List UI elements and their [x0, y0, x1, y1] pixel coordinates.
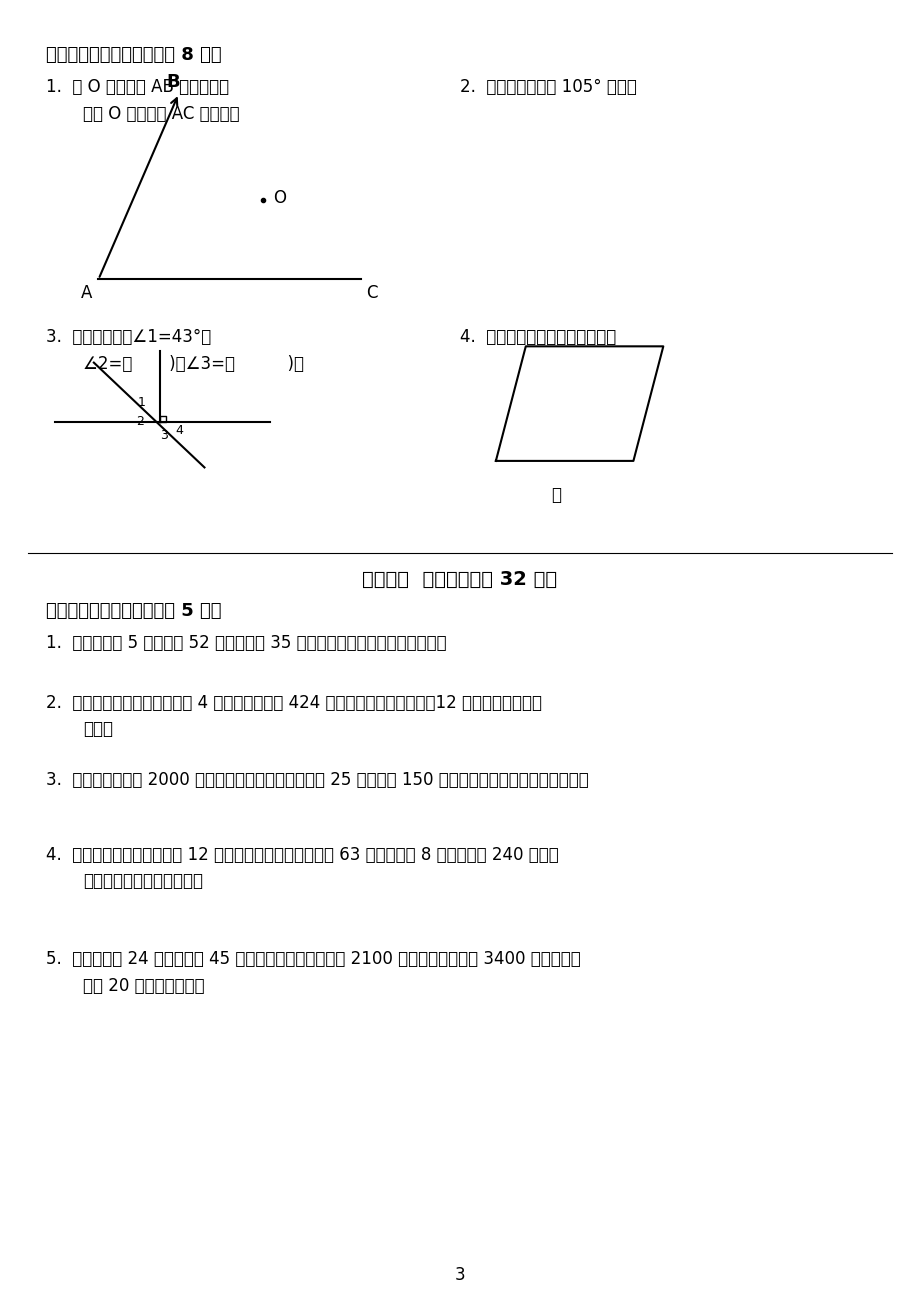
Text: 4.  陈老师去体育用品店买了 12 个篮球，每个篮球的价钱是 63 元，又买了 8 个排球用去 240 元，。: 4. 陈老师去体育用品店买了 12 个篮球，每个篮球的价钱是 63 元，又买了 …: [46, 846, 558, 865]
Text: 2.  用量角器画一个 105° 的角。: 2. 用量角器画一个 105° 的角。: [460, 78, 636, 96]
Text: B: B: [166, 73, 180, 91]
Text: 3: 3: [454, 1266, 465, 1284]
Text: 1: 1: [138, 396, 145, 409]
Text: 3.  右图中，已知∠1=43°，: 3. 右图中，已知∠1=43°，: [46, 328, 211, 346]
Text: O: O: [273, 189, 286, 207]
Text: 3: 3: [160, 428, 168, 441]
Text: 2.  某校开展节约用电活动，前 4 个月共节约用电 424 度。照这样计算，一年（12 月）能节约用电多: 2. 某校开展节约用电活动，前 4 个月共节约用电 424 度。照这样计算，一年…: [46, 694, 541, 712]
Text: 第三部分  解决问题（共 32 分）: 第三部分 解决问题（共 32 分）: [362, 570, 557, 590]
Text: 陈老师一共用了多少元钱？: 陈老师一共用了多少元钱？: [83, 872, 202, 891]
Text: 4: 4: [175, 424, 183, 437]
Text: C: C: [366, 284, 377, 302]
Text: 少度？: 少度？: [83, 720, 113, 738]
Text: A: A: [81, 284, 92, 302]
Text: 七、解决下面问题。（每题 5 分）: 七、解决下面问题。（每题 5 分）: [46, 602, 221, 620]
Text: 5.  学校要订购 24 台电视机和 45 台电脑，每台电视机需要 2100 元，每台电脑需要 3400 元。学校准: 5. 学校要订购 24 台电视机和 45 台电脑，每台电视机需要 2100 元，…: [46, 950, 580, 969]
Text: 备了 20 万元，够不够？: 备了 20 万元，够不够？: [83, 976, 204, 995]
Text: 六、画一画，填一填。（共 8 分）: 六、画一画，填一填。（共 8 分）: [46, 46, 221, 64]
Text: ∠2=（       )，∠3=（          )。: ∠2=（ )，∠3=（ )。: [83, 355, 303, 374]
Text: 底: 底: [551, 486, 561, 504]
Text: 4.  画出平行四边形底边上的高。: 4. 画出平行四边形底边上的高。: [460, 328, 616, 346]
Text: 2: 2: [136, 415, 144, 428]
Text: 再过 O 点画射线 AC 的垂线。: 再过 O 点画射线 AC 的垂线。: [83, 105, 239, 124]
Text: 1.  过 O 点画射线 AB 的平行线。: 1. 过 O 点画射线 AB 的平行线。: [46, 78, 229, 96]
Text: 3.  水果店李大伯带 2000 元钱去批发市场买苹果，买了 25 箱，还剩 150 元。每箱苹果的批发价是多少元？: 3. 水果店李大伯带 2000 元钱去批发市场买苹果，买了 25 箱，还剩 15…: [46, 771, 588, 789]
Text: 1.  黄龙体育馆 5 号看台有 52 排，每排有 35 个座位。这个看台共能坐多少人？: 1. 黄龙体育馆 5 号看台有 52 排，每排有 35 个座位。这个看台共能坐多…: [46, 634, 446, 652]
